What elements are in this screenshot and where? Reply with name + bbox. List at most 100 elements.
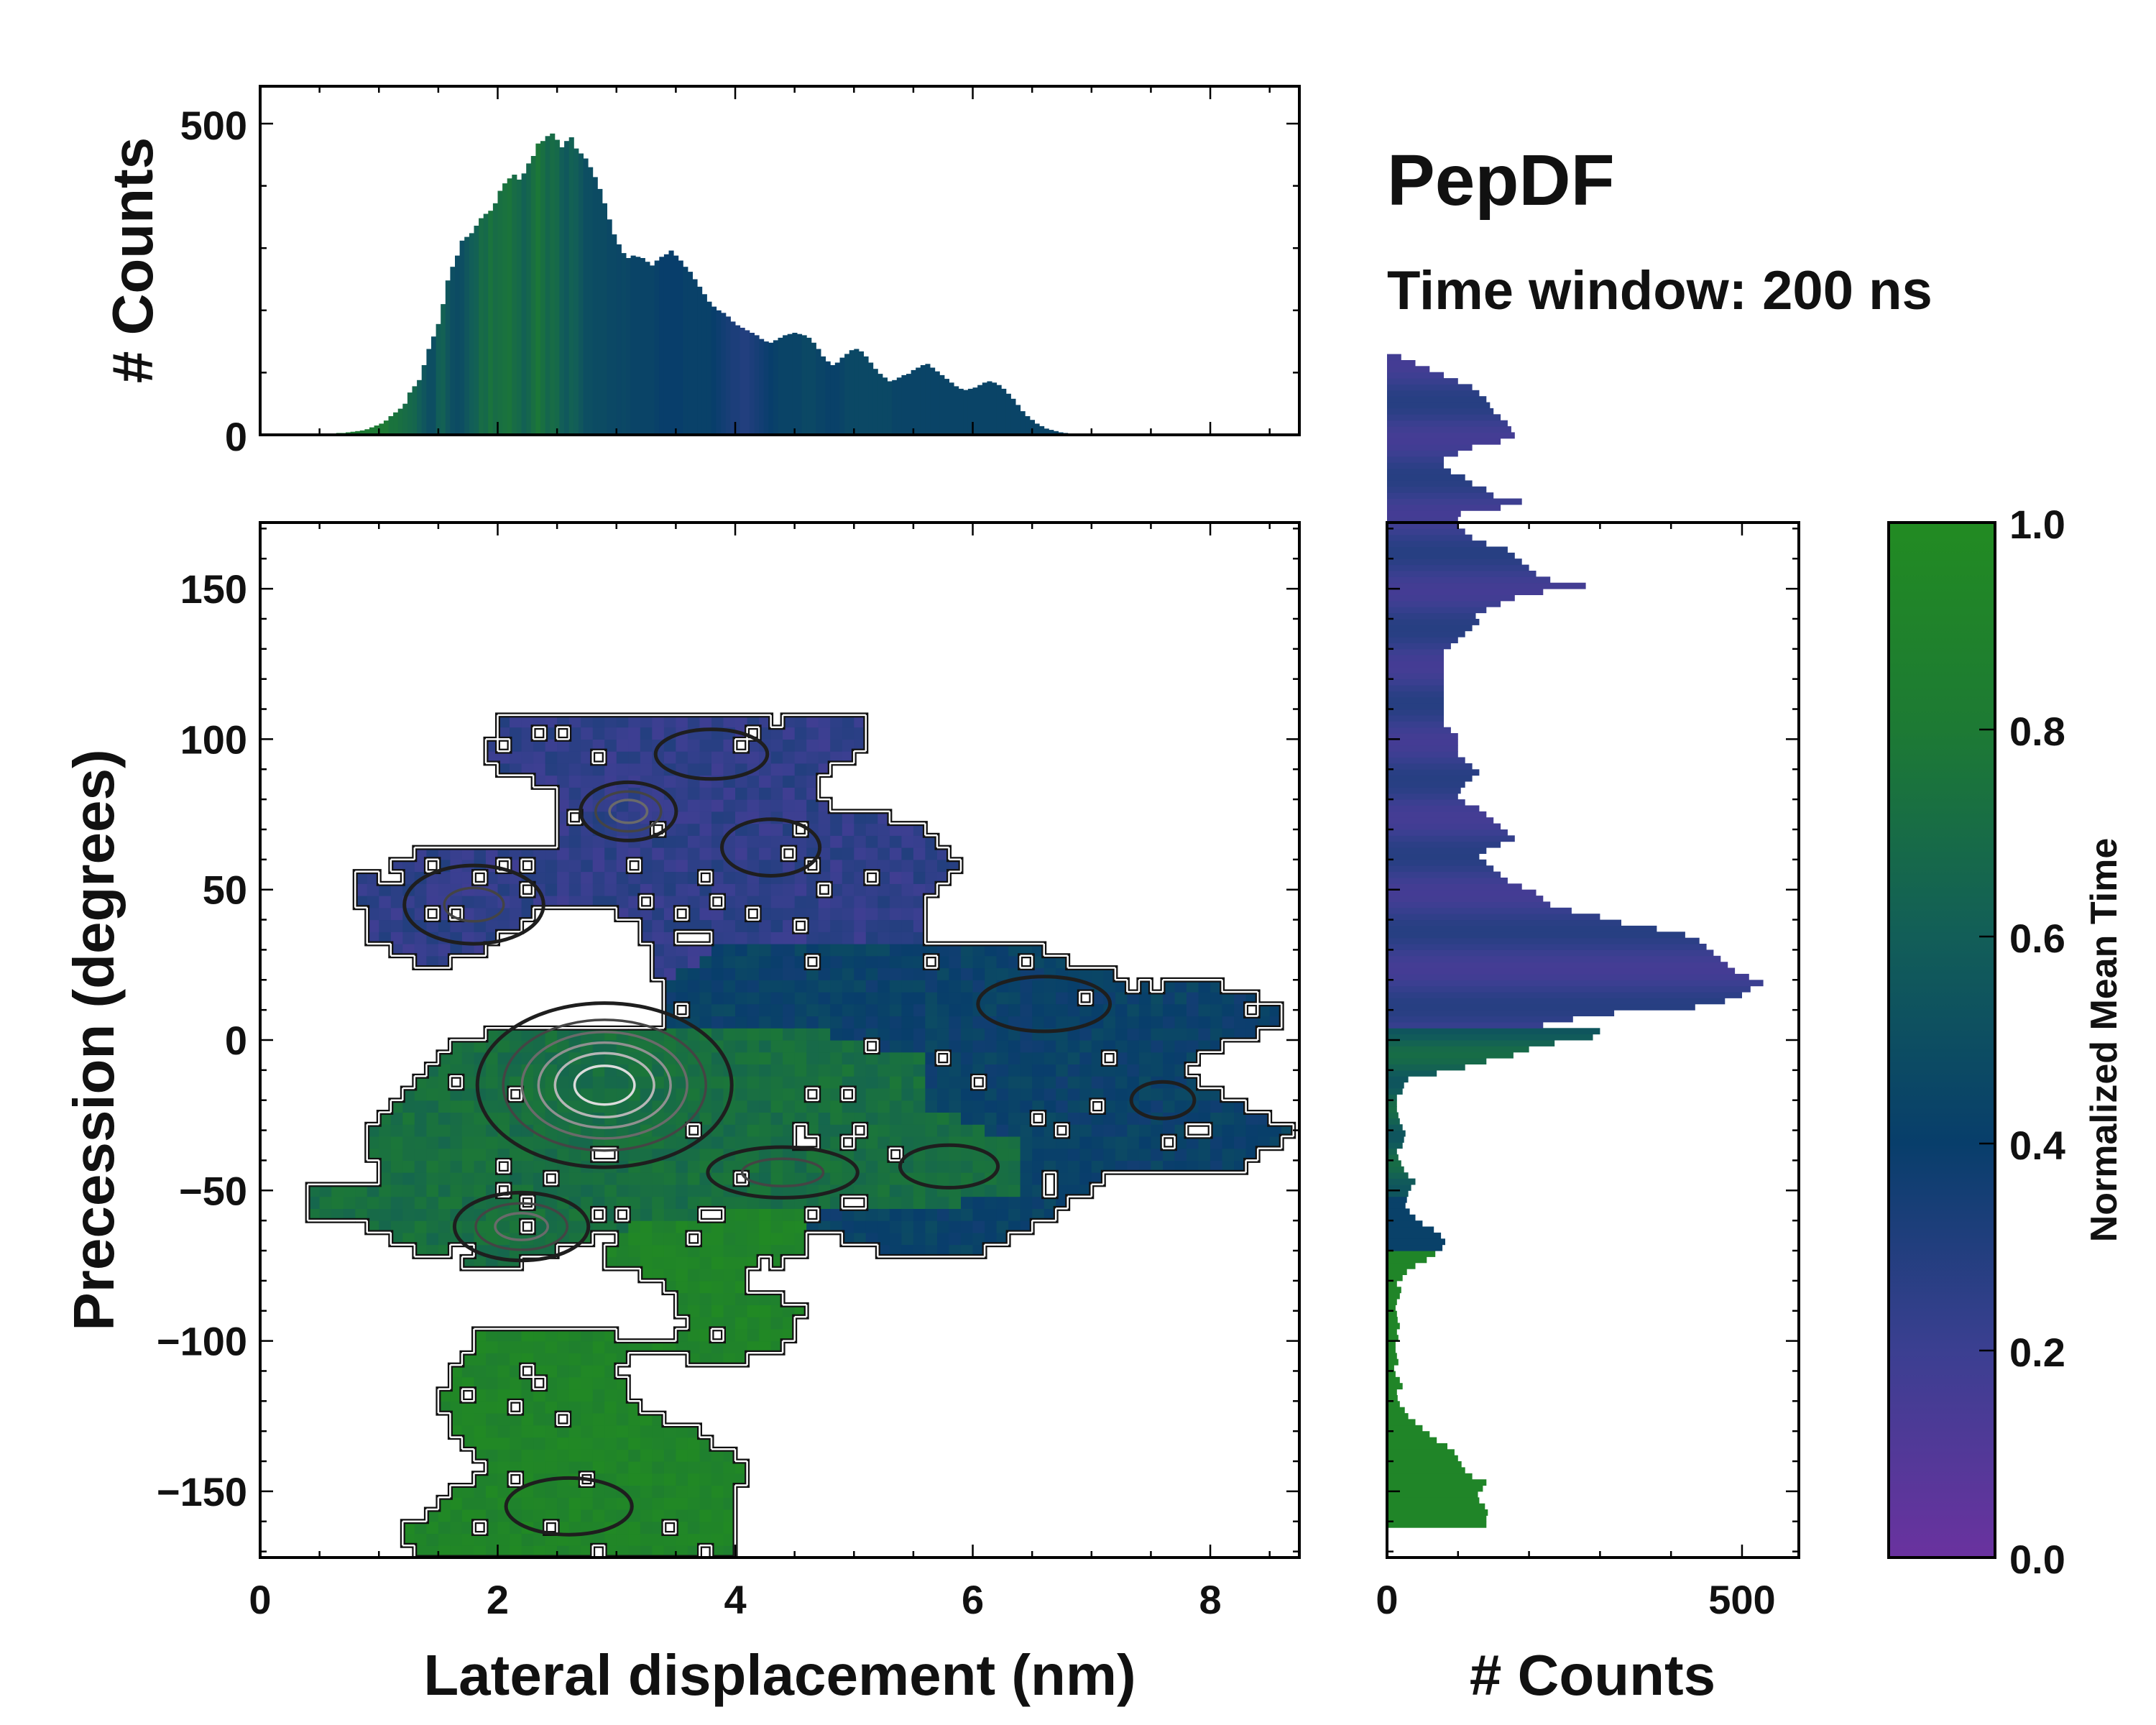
heatmap-cell <box>1044 1003 1056 1017</box>
right-hist-bar <box>1387 1269 1407 1275</box>
heatmap-cell <box>581 835 594 848</box>
heatmap-cell <box>711 1100 724 1113</box>
heatmap-cell <box>568 1172 581 1185</box>
heatmap-cell <box>735 1112 748 1125</box>
heatmap-cell <box>770 787 783 800</box>
heatmap-cell <box>640 811 653 824</box>
heatmap-cell <box>379 1184 392 1197</box>
heatmap-cell <box>865 907 878 921</box>
heatmap-cell <box>1008 1220 1021 1233</box>
heatmap-cell <box>379 1112 392 1125</box>
top-hist-bar <box>977 385 983 435</box>
heatmap-cell <box>521 1437 534 1450</box>
heatmap-cell <box>1174 1016 1187 1029</box>
heatmap-cell <box>877 1208 890 1221</box>
heatmap-cell <box>581 847 594 860</box>
heatmap-cell <box>628 727 641 740</box>
heatmap-cell <box>545 896 558 908</box>
heatmap-cell <box>592 1485 605 1498</box>
heatmap-cell <box>497 1401 510 1414</box>
heatmap-cell <box>1067 1052 1080 1064</box>
heatmap-cell <box>1174 980 1187 993</box>
heatmap-cell <box>735 992 748 1005</box>
heatmap-cell <box>723 1016 736 1029</box>
right-histogram-bars <box>1387 354 1764 1528</box>
right-hist-bar <box>1387 360 1416 367</box>
heatmap-cell <box>1151 1136 1164 1149</box>
heatmap-cell <box>913 1076 926 1089</box>
heatmap-cell <box>414 1521 427 1535</box>
heatmap-cell <box>557 896 570 908</box>
heatmap-cell <box>628 1413 641 1426</box>
right-hist-bar <box>1387 426 1511 433</box>
heatmap-cell <box>486 896 499 908</box>
heatmap-cell <box>474 1328 487 1342</box>
top-hist-bar <box>792 333 798 435</box>
heatmap-cell <box>925 1232 938 1246</box>
heatmap-cell <box>783 751 796 764</box>
heatmap-cell <box>723 1208 736 1221</box>
heatmap-cell <box>1198 1100 1211 1113</box>
right-hist-bar <box>1387 1256 1427 1264</box>
right-hist-bar <box>1387 998 1726 1005</box>
heatmap-cell <box>759 1100 772 1113</box>
heatmap-cell <box>961 992 974 1005</box>
heatmap-cell <box>972 1244 985 1257</box>
colorbar-tick-label: 0.8 <box>2009 709 2065 754</box>
heatmap-cell <box>379 1196 392 1209</box>
colorbar-tick-label: 1.0 <box>2009 502 2065 547</box>
heatmap-cell <box>1198 1112 1211 1125</box>
heatmap-cell <box>913 944 926 957</box>
heatmap-cell <box>794 1100 807 1113</box>
heatmap-cell <box>1032 1208 1045 1221</box>
heatmap-cell <box>1091 1136 1104 1149</box>
heatmap-cell <box>521 1136 534 1149</box>
heatmap-cell <box>747 1088 760 1101</box>
heatmap-cell <box>1234 1112 1247 1125</box>
heatmap-cell <box>735 883 748 896</box>
heatmap-cell <box>545 883 558 896</box>
heatmap-cell <box>1187 1040 1199 1053</box>
heatmap-cell <box>510 1328 522 1342</box>
heatmap-cell <box>1067 1160 1080 1173</box>
heatmap-cell <box>877 955 890 969</box>
heatmap-cell <box>474 1256 487 1269</box>
heatmap-cell <box>687 1172 700 1185</box>
top-hist-bar <box>930 367 936 435</box>
right-hist-bar <box>1387 889 1537 896</box>
heatmap-cell <box>1127 1124 1140 1137</box>
heatmap-cell <box>723 1280 736 1294</box>
heatmap-cell <box>806 775 819 788</box>
heatmap-cell <box>1163 1028 1176 1041</box>
heatmap-cell <box>367 1184 379 1197</box>
heatmap-cell <box>604 847 617 860</box>
heatmap-cell <box>854 1184 867 1197</box>
heatmap-cell <box>818 967 831 980</box>
heatmap-cell <box>842 1124 854 1137</box>
heatmap-cell <box>497 1220 510 1233</box>
heatmap-cell <box>497 751 510 764</box>
right-hist-bar <box>1387 619 1480 625</box>
heatmap-cell <box>901 1112 914 1125</box>
heatmap-cell <box>996 1088 1009 1101</box>
heatmap-cell <box>1079 1124 1092 1137</box>
heatmap-cell <box>889 1244 902 1257</box>
heatmap-cell <box>450 1389 463 1402</box>
heatmap-cell <box>699 847 712 860</box>
heatmap-cell <box>438 871 451 884</box>
heatmap-cell <box>818 847 831 860</box>
heatmap-cell <box>533 1389 546 1402</box>
heatmap-cell <box>640 727 653 740</box>
heatmap-cell <box>877 883 890 896</box>
heatmap-cell <box>687 787 700 800</box>
heatmap-cell <box>937 1076 950 1089</box>
heatmap-cell <box>486 1064 499 1077</box>
heatmap-cell <box>652 847 665 860</box>
heatmap-cell <box>996 1112 1009 1125</box>
heatmap-cell <box>842 739 854 752</box>
heatmap-cell <box>640 1232 653 1246</box>
right-hist-bar <box>1387 516 1458 523</box>
heatmap-cell <box>865 967 878 980</box>
heatmap-cell <box>794 1076 807 1089</box>
heatmap-cell <box>652 1509 665 1522</box>
